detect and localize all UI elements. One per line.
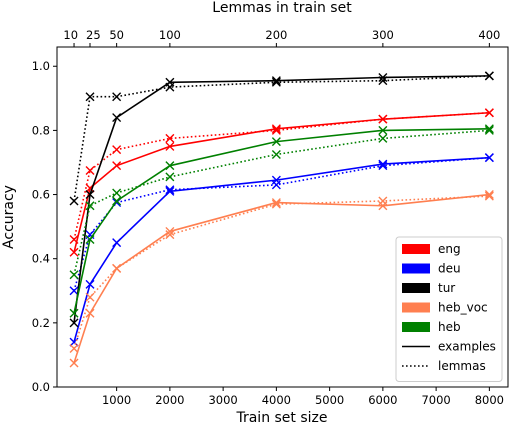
tur-examples-point — [484, 71, 494, 81]
deu-examples-point — [112, 238, 122, 248]
legend-label: deu — [438, 262, 461, 276]
heb_voc-examples-point — [85, 308, 95, 318]
deu-examples-point — [378, 159, 388, 169]
heb-lemmas-point — [484, 125, 494, 135]
heb-examples-point — [484, 124, 494, 134]
top-tick-label: 10 — [63, 28, 78, 42]
heb-lemmas-point — [69, 270, 79, 280]
heb-examples-point — [378, 125, 388, 135]
tur-lemmas-point — [112, 92, 122, 102]
deu-examples-point — [271, 175, 281, 185]
top-x-axis-title: Lemmas in train set — [212, 0, 352, 16]
tur-lemmas-point — [69, 196, 79, 206]
tur-examples-point — [271, 76, 281, 86]
tur-lemmas-point — [271, 77, 281, 87]
ticks-layer: 1000 2000 3000 4000 5000 6000 7000 8000 0.0 0.2 0.… — [32, 28, 504, 407]
legend-label: examples — [438, 340, 496, 354]
heb_voc-lemmas-point — [484, 191, 494, 201]
heb-examples-point — [271, 137, 281, 147]
deu-examples-point — [484, 153, 494, 163]
tur-lemmas-point — [85, 92, 95, 102]
heb_voc-examples-point — [378, 201, 388, 211]
heb_voc-lemmas-point — [69, 344, 79, 354]
heb-examples-point — [112, 196, 122, 206]
y-axis-title: Accuracy — [1, 185, 17, 249]
deu-lemmas-point — [378, 161, 388, 171]
legend-label: eng — [438, 242, 461, 256]
heb-lemmas-point — [378, 133, 388, 143]
x-tick-label: 4000 — [262, 393, 291, 407]
series-layer — [69, 71, 494, 368]
x-tick-label: 8000 — [475, 393, 504, 407]
legend-label: tur — [438, 281, 455, 295]
top-tick-label: 300 — [372, 28, 394, 42]
plot-frame — [56, 46, 509, 388]
legend-label: heb_voc — [438, 301, 488, 315]
x-tick-label: 3000 — [208, 393, 237, 407]
heb_voc-examples-point — [484, 190, 494, 200]
tur-examples-point — [85, 190, 95, 200]
eng-lemmas-point — [112, 145, 122, 155]
top-tick-label: 25 — [86, 28, 101, 42]
eng-examples-point — [112, 161, 122, 171]
heb_voc-lemmas-point — [271, 199, 281, 209]
heb_voc-examples-point — [112, 263, 122, 273]
deu-lemmas-point — [69, 286, 79, 296]
heb-examples-point — [165, 161, 175, 171]
x-tick-label: 6000 — [368, 393, 397, 407]
tur-examples-point — [69, 318, 79, 328]
heb_voc-examples-point — [271, 198, 281, 208]
eng-examples-point — [165, 141, 175, 151]
tur-examples-point — [165, 77, 175, 87]
heb_voc-examples-point — [69, 358, 79, 368]
legend-label: lemmas — [438, 359, 486, 373]
eng-lemmas-point — [271, 125, 281, 135]
x-tick-label: 5000 — [315, 393, 344, 407]
y-tick-label: 0.0 — [32, 380, 50, 394]
eng-examples-point — [69, 247, 79, 257]
heb-examples-point — [69, 308, 79, 318]
x-tick-label: 2000 — [155, 393, 184, 407]
eng-examples-point — [271, 124, 281, 134]
legend-swatch — [402, 263, 430, 274]
eng-lemmas-point — [165, 133, 175, 143]
heb-lemmas-point — [112, 188, 122, 198]
eng-examples-point — [484, 108, 494, 118]
x-tick-label: 1000 — [102, 393, 131, 407]
heb_voc-lemmas-point — [85, 292, 95, 302]
eng-examples-point — [378, 114, 388, 124]
heb_voc-examples-point — [165, 226, 175, 236]
legend-label: heb — [438, 320, 461, 334]
legend-swatch — [402, 302, 430, 313]
heb-lemmas-point — [85, 201, 95, 211]
top-tick-label: 400 — [478, 28, 500, 42]
heb-examples-point — [85, 234, 95, 244]
deu-lemmas-point — [165, 185, 175, 195]
y-tick-label: 0.8 — [32, 123, 50, 137]
y-tick-label: 0.2 — [32, 316, 50, 330]
legend-swatch — [402, 244, 430, 254]
top-tick-label: 50 — [109, 28, 124, 42]
legend-swatch — [402, 283, 430, 293]
heb_voc-lemmas-point — [165, 230, 175, 240]
y-tick-label: 0.6 — [32, 188, 50, 202]
legend-swatch — [402, 322, 430, 332]
tur-examples-point — [112, 113, 122, 123]
x-tick-label: 7000 — [421, 393, 450, 407]
tur-examples-point — [378, 72, 388, 82]
deu-examples-point — [85, 279, 95, 289]
y-tick-label: 1.0 — [32, 59, 50, 73]
y-tick-label: 0.4 — [32, 252, 50, 266]
top-tick-label: 100 — [159, 28, 181, 42]
eng-lemmas-point — [85, 165, 95, 175]
deu-examples-point — [165, 186, 175, 196]
heb-lemmas-point — [271, 149, 281, 159]
x-axis-title: Train set size — [235, 410, 327, 424]
top-tick-label: 200 — [265, 28, 287, 42]
heb-lemmas-point — [165, 172, 175, 182]
